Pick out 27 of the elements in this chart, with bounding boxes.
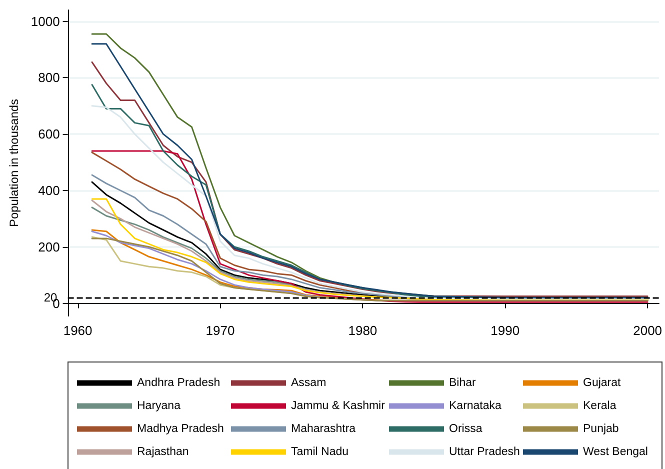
x-tick-label: 2000	[633, 323, 662, 338]
legend-label: Orissa	[449, 423, 483, 435]
legend-label: Tamil Nadu	[291, 446, 349, 458]
legend-label: Gujarat	[583, 377, 622, 389]
legend-label: Punjab	[583, 423, 619, 435]
y-tick-label: 1000	[30, 14, 60, 29]
x-tick-label: 1980	[348, 323, 378, 338]
y-tick-label: 400	[38, 183, 60, 198]
legend-label: Bihar	[449, 377, 476, 389]
legend-label: Maharashtra	[291, 423, 356, 435]
legend-label: Karnataka	[449, 400, 502, 412]
legend-label: Madhya Pradesh	[137, 423, 224, 435]
x-tick-label: 1990	[490, 323, 520, 338]
legend-label: Assam	[291, 377, 326, 389]
legend-label: Andhra Pradesh	[137, 377, 220, 389]
x-tick-label: 1970	[206, 323, 235, 338]
legend-label: Uttar Pradesh	[449, 446, 520, 458]
y-axis-title: Population in thousands	[7, 98, 21, 228]
legend-label: Jammu & Kashmir	[291, 400, 386, 412]
legend-label: Haryana	[137, 400, 182, 412]
y-tick-label: 600	[38, 126, 60, 142]
legend-label: Rajasthan	[137, 446, 189, 458]
legend-label: West Bengal	[583, 446, 648, 458]
y-tick-label: 200	[38, 239, 60, 254]
y-tick-label: 800	[38, 70, 60, 86]
x-tick-label: 1960	[63, 323, 92, 338]
legend-label: Kerala	[583, 400, 617, 412]
